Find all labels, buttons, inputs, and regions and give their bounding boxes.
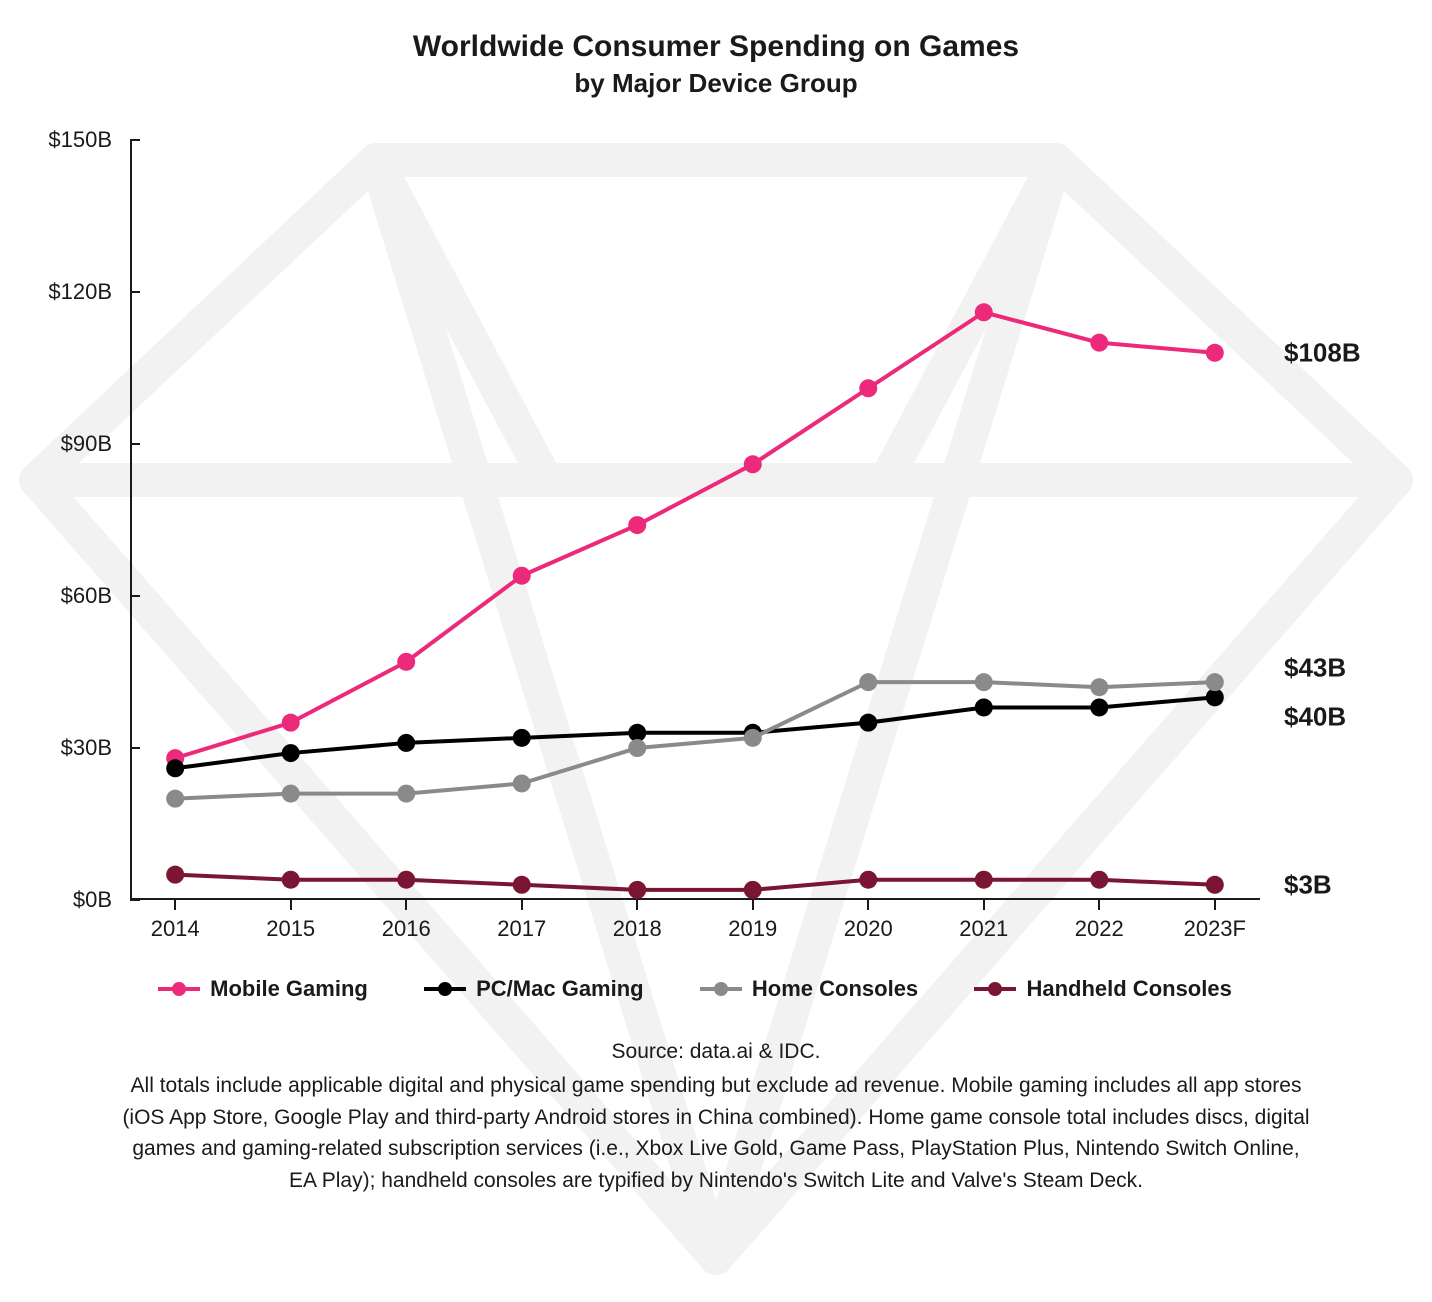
- series-marker: [166, 866, 184, 884]
- x-axis-label: 2016: [382, 916, 431, 942]
- x-tick: [405, 900, 407, 910]
- legend-label: PC/Mac Gaming: [476, 976, 643, 1002]
- series-marker: [166, 759, 184, 777]
- chart-footer: Source: data.ai & IDC. All totals includ…: [120, 1040, 1312, 1196]
- x-tick: [290, 900, 292, 910]
- series-marker: [744, 729, 762, 747]
- series-marker: [975, 698, 993, 716]
- chart-container: Worldwide Consumer Spending on Games by …: [0, 0, 1432, 1302]
- y-tick: [130, 139, 140, 141]
- x-axis-label: 2023F: [1184, 916, 1246, 942]
- series-line: [175, 697, 1215, 768]
- series-marker: [282, 785, 300, 803]
- series-marker: [397, 734, 415, 752]
- series-marker: [282, 744, 300, 762]
- series-marker: [628, 739, 646, 757]
- y-axis-label: $150B: [48, 127, 112, 153]
- legend-label: Home Consoles: [752, 976, 918, 1002]
- x-axis-label: 2015: [266, 916, 315, 942]
- legend-item: Home Consoles: [700, 976, 918, 1002]
- series-marker: [1090, 678, 1108, 696]
- series-marker: [282, 714, 300, 732]
- chart-title-block: Worldwide Consumer Spending on Games by …: [0, 0, 1432, 99]
- x-axis-label: 2020: [844, 916, 893, 942]
- series-end-label: $3B: [1284, 869, 1332, 900]
- series-marker: [166, 790, 184, 808]
- footer-note: All totals include applicable digital an…: [120, 1070, 1312, 1196]
- chart-subtitle: by Major Device Group: [0, 68, 1432, 99]
- x-axis-label: 2018: [613, 916, 662, 942]
- series-marker: [975, 673, 993, 691]
- x-axis-label: 2019: [728, 916, 777, 942]
- x-tick: [1214, 900, 1216, 910]
- x-axis-label: 2022: [1075, 916, 1124, 942]
- series-marker: [744, 455, 762, 473]
- series-marker: [628, 516, 646, 534]
- y-tick: [130, 291, 140, 293]
- series-marker: [1206, 876, 1224, 894]
- series-marker: [859, 379, 877, 397]
- y-axis-label: $90B: [61, 431, 112, 457]
- legend-label: Mobile Gaming: [210, 976, 368, 1002]
- y-axis-label: $120B: [48, 279, 112, 305]
- y-tick: [130, 747, 140, 749]
- series-marker: [282, 871, 300, 889]
- series-svg: [130, 140, 1260, 900]
- series-marker: [1090, 871, 1108, 889]
- x-axis-label: 2014: [151, 916, 200, 942]
- series-marker: [397, 653, 415, 671]
- series-marker: [859, 714, 877, 732]
- y-tick: [130, 595, 140, 597]
- series-line: [175, 312, 1215, 758]
- legend-item: PC/Mac Gaming: [424, 976, 643, 1002]
- series-marker: [1206, 673, 1224, 691]
- x-tick: [867, 900, 869, 910]
- legend-swatch: [700, 987, 742, 991]
- series-marker: [1090, 698, 1108, 716]
- y-tick: [130, 443, 140, 445]
- series-end-label: $108B: [1284, 337, 1361, 368]
- series-marker: [397, 785, 415, 803]
- x-tick: [521, 900, 523, 910]
- chart-title: Worldwide Consumer Spending on Games: [0, 30, 1432, 64]
- series-marker: [975, 303, 993, 321]
- series-marker: [1206, 344, 1224, 362]
- plot-area: $0B$30B$60B$90B$120B$150B201420152016201…: [130, 140, 1260, 900]
- series-marker: [513, 876, 531, 894]
- series-marker: [1090, 334, 1108, 352]
- y-tick: [130, 899, 140, 901]
- series-end-label: $40B: [1284, 702, 1346, 733]
- y-axis-label: $60B: [61, 583, 112, 609]
- x-tick: [1098, 900, 1100, 910]
- legend-item: Handheld Consoles: [974, 976, 1231, 1002]
- x-axis-label: 2017: [497, 916, 546, 942]
- series-marker: [859, 673, 877, 691]
- x-tick: [636, 900, 638, 910]
- legend-item: Mobile Gaming: [158, 976, 368, 1002]
- series-marker: [513, 774, 531, 792]
- legend-swatch: [158, 987, 200, 991]
- series-marker: [744, 881, 762, 899]
- series-marker: [513, 567, 531, 585]
- footer-source: Source: data.ai & IDC.: [120, 1040, 1312, 1064]
- series-marker: [397, 871, 415, 889]
- legend-label: Handheld Consoles: [1026, 976, 1231, 1002]
- series-end-label: $43B: [1284, 653, 1346, 684]
- series-marker: [513, 729, 531, 747]
- x-axis-label: 2021: [959, 916, 1008, 942]
- legend-swatch: [974, 987, 1016, 991]
- series-line: [175, 875, 1215, 890]
- x-tick: [983, 900, 985, 910]
- series-marker: [859, 871, 877, 889]
- legend: Mobile Gaming PC/Mac Gaming Home Consoles H…: [130, 976, 1260, 1002]
- series-marker: [975, 871, 993, 889]
- legend-swatch: [424, 987, 466, 991]
- y-axis-label: $30B: [61, 735, 112, 761]
- y-axis-label: $0B: [73, 887, 112, 913]
- x-tick: [174, 900, 176, 910]
- series-marker: [628, 881, 646, 899]
- x-tick: [752, 900, 754, 910]
